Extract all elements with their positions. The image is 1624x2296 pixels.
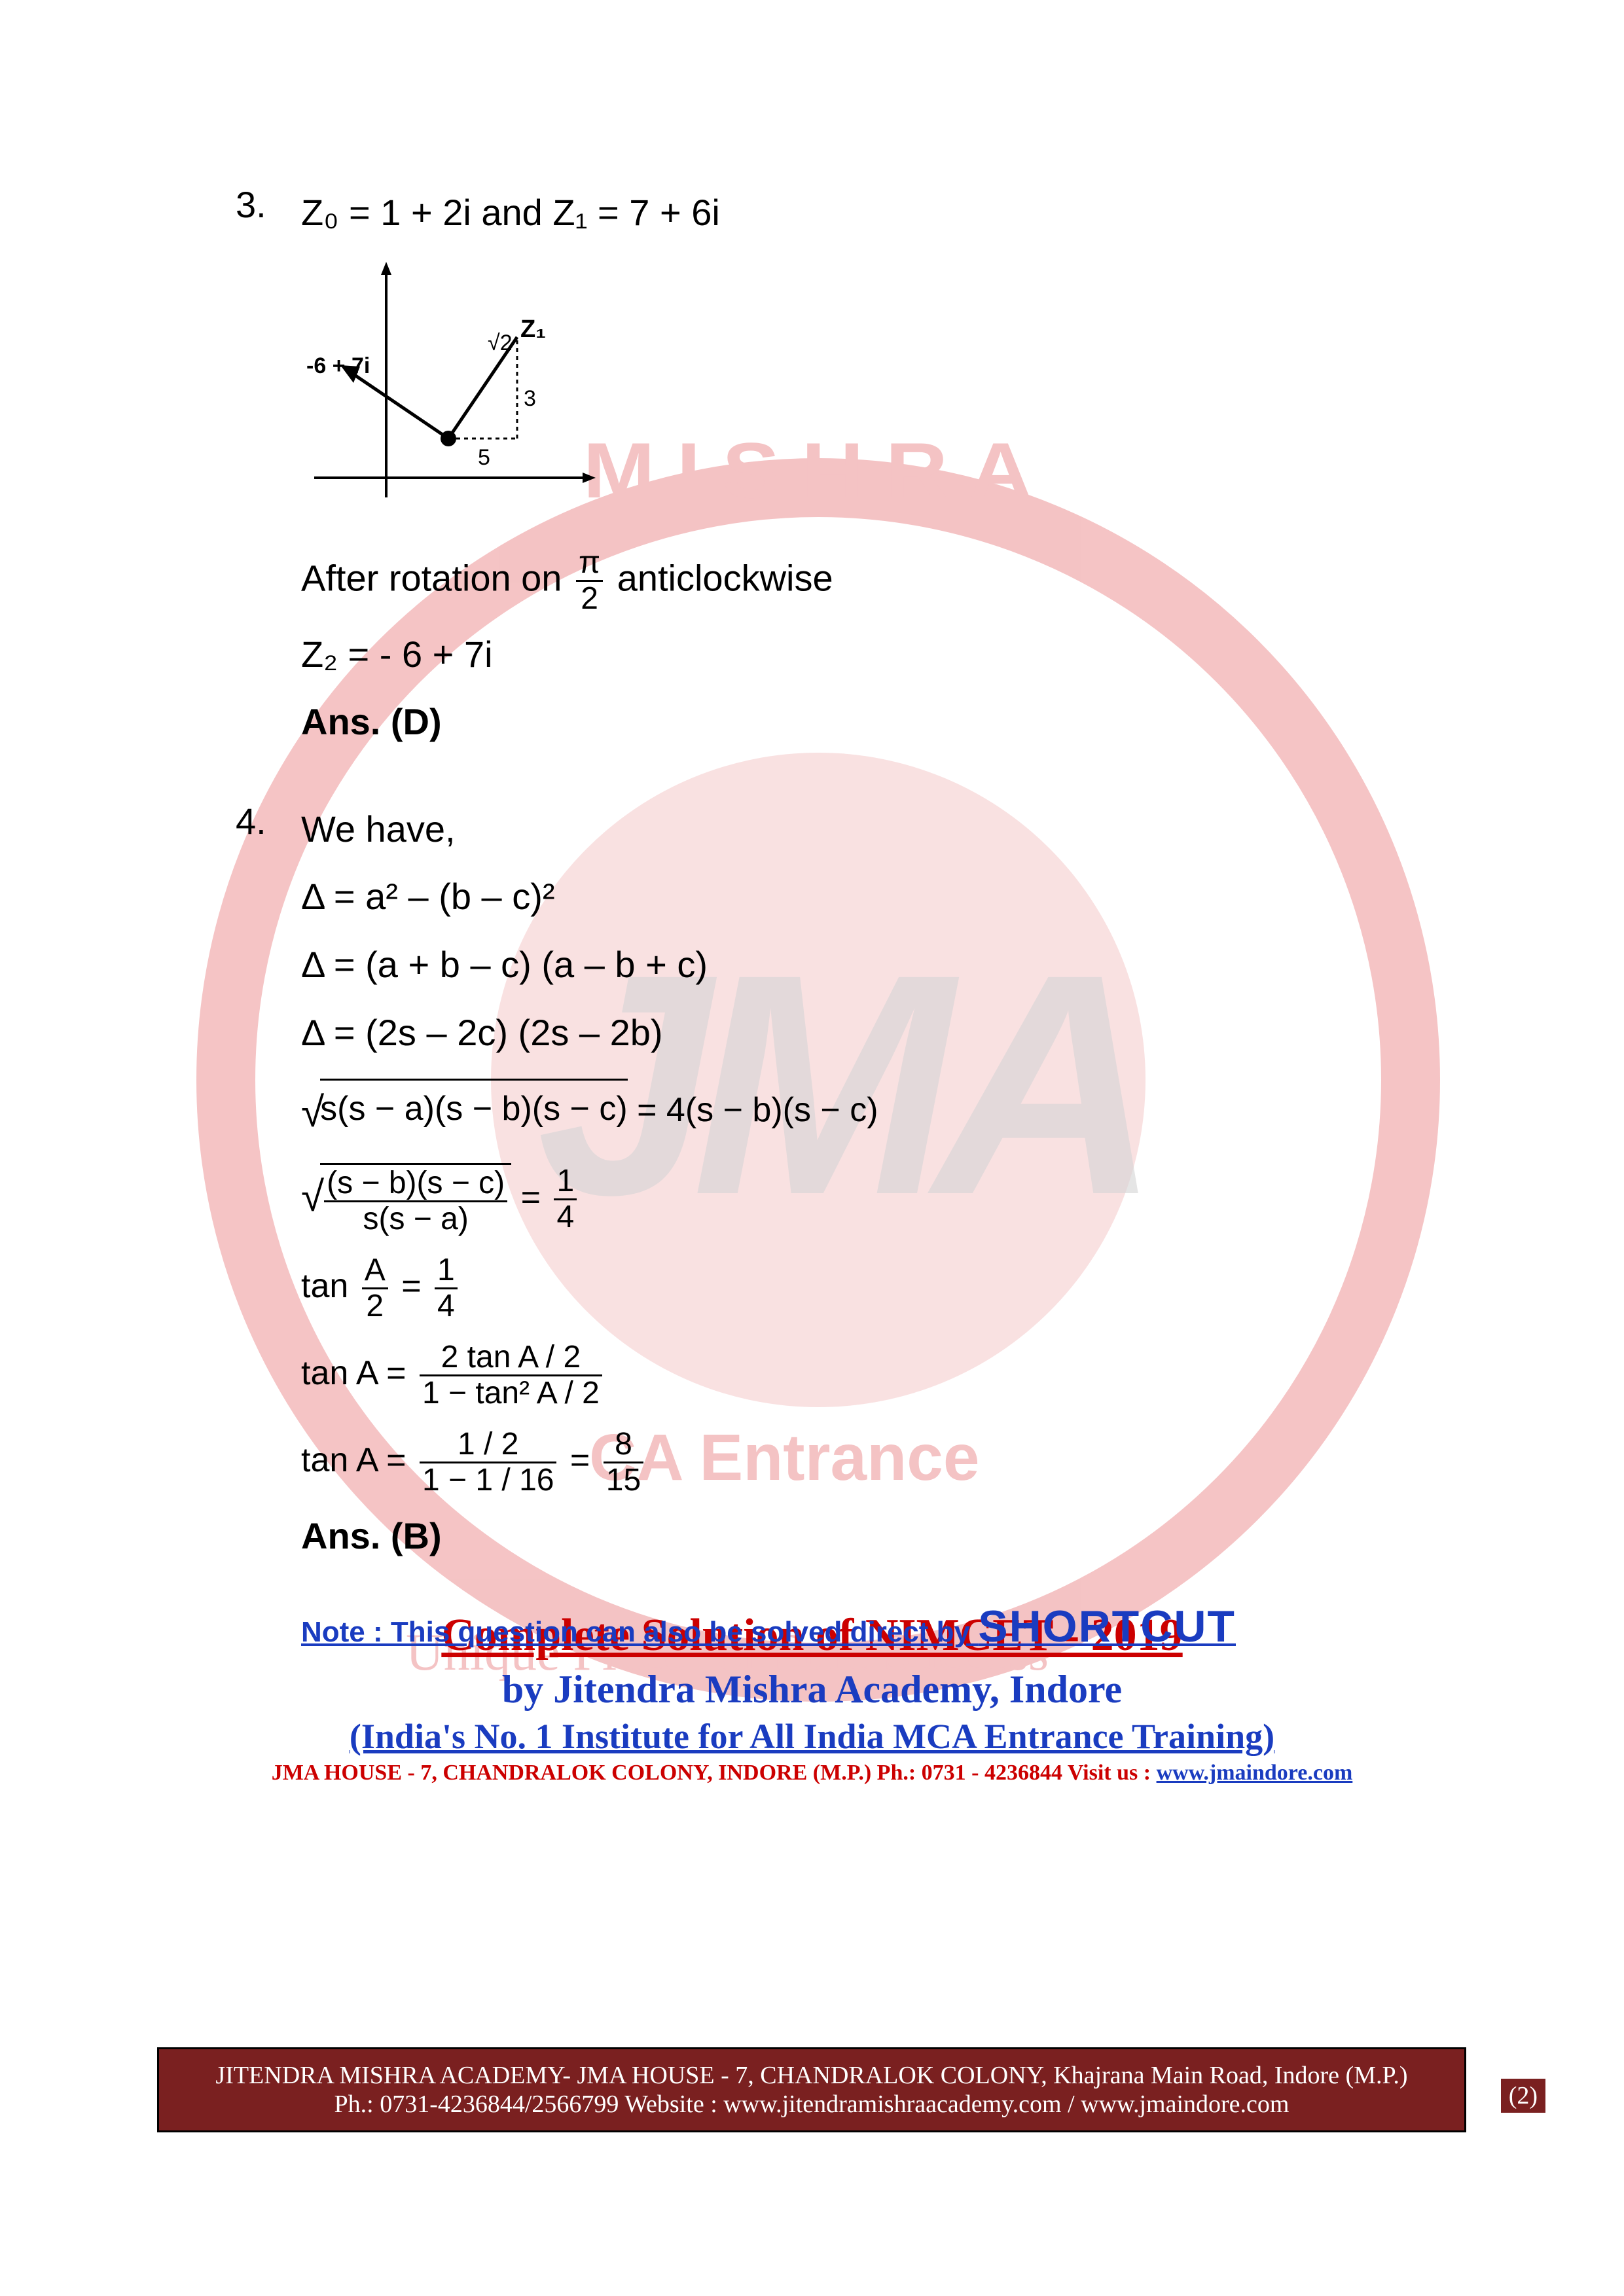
q3-number: 3. [236, 183, 301, 761]
bottom-bar: JITENDRA MISHRA ACADEMY- JMA HOUSE - 7, … [157, 2047, 1466, 2132]
page-number: (2) [1501, 2079, 1545, 2113]
q4-answer: Ans. (B) [301, 1507, 1408, 1566]
q4-eq2: (s − b)(s − c) s(s − a) = 1 4 [301, 1163, 1408, 1236]
svg-text:5: 5 [478, 445, 490, 470]
q4-line4: Δ = (2s – 2c) (2s – 2b) [301, 1003, 1408, 1062]
footer-institute: (India's No. 1 Institute for All India M… [0, 1716, 1624, 1757]
q4-wehave: We have, [301, 800, 1408, 859]
svg-text:-6 + 7i: -6 + 7i [306, 353, 370, 378]
footer-address: JMA HOUSE - 7, CHANDRALOK COLONY, INDORE… [0, 1761, 1624, 1785]
footer-link[interactable]: www.jmaindore.com [1157, 1761, 1353, 1785]
bar-line1: JITENDRA MISHRA ACADEMY- JMA HOUSE - 7, … [185, 2061, 1438, 2090]
question-3: 3. Z₀ = 1 + 2i and Z₁ = 7 + 6i [236, 183, 1408, 761]
svg-text:√2: √2 [488, 331, 513, 355]
q4-line2: Δ = a² – (b – c)² [301, 867, 1408, 926]
q4-eq5: tan A = 1 / 2 1 − 1 / 16 = 8 15 [301, 1427, 1408, 1498]
q4-note: Note : This question can also be solved … [301, 1591, 1408, 1662]
question-4: 4. We have, Δ = a² – (b – c)² Δ = (a + b… [236, 800, 1408, 1672]
page-content: 3. Z₀ = 1 + 2i and Z₁ = 7 + 6i [236, 183, 1408, 1672]
svg-text:Z₁: Z₁ [520, 315, 546, 343]
q3-diagram: -6 + 7i √2 Z₁ 3 5 [301, 255, 602, 537]
q4-eq4: tan A = 2 tan A / 2 1 − tan² A / 2 [301, 1340, 1408, 1410]
q4-number: 4. [236, 800, 301, 1672]
footer-subtitle: by Jitendra Mishra Academy, Indore [0, 1667, 1624, 1712]
q4-eq3: tan A 2 = 1 4 [301, 1253, 1408, 1323]
q3-answer: Ans. (D) [301, 692, 1408, 751]
q4-eq1: s(s − a)(s − b)(s − c) = 4(s − b)(s − c) [301, 1079, 1408, 1145]
q3-statement: Z₀ = 1 + 2i and Z₁ = 7 + 6i [301, 183, 1408, 242]
pi-over-2: π 2 [576, 546, 603, 616]
bar-line2: Ph.: 0731-4236844/2566799 Website : www.… [185, 2090, 1438, 2119]
q4-line3: Δ = (a + b – c) (a – b + c) [301, 935, 1408, 994]
svg-text:3: 3 [524, 386, 536, 411]
q3-after-rotation: After rotation on π 2 anticlockwise [301, 546, 1408, 616]
q3-z2: Z₂ = - 6 + 7i [301, 625, 1408, 684]
